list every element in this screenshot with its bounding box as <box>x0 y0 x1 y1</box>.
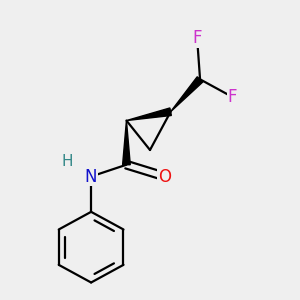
Polygon shape <box>123 121 130 165</box>
Text: F: F <box>228 88 237 106</box>
Polygon shape <box>171 77 203 112</box>
Text: H: H <box>62 154 73 169</box>
Text: O: O <box>158 167 171 185</box>
Text: N: N <box>85 167 98 185</box>
Polygon shape <box>126 108 171 121</box>
Text: F: F <box>192 29 202 47</box>
